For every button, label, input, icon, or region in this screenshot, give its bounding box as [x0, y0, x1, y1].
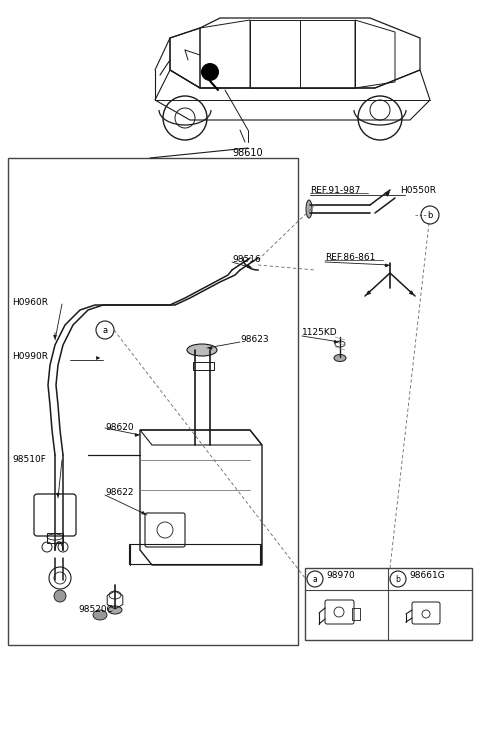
Bar	[305, 568, 472, 640]
Text: a: a	[312, 574, 317, 584]
Text: 98510F: 98510F	[12, 455, 46, 464]
Text: a: a	[102, 325, 108, 334]
Text: H0990R: H0990R	[12, 352, 48, 361]
Text: 98520C: 98520C	[78, 605, 113, 614]
Text: 98622: 98622	[105, 488, 133, 497]
Bar	[47, 533, 63, 543]
Text: 98516: 98516	[232, 255, 261, 264]
Circle shape	[201, 63, 219, 81]
Text: 98661G: 98661G	[409, 571, 445, 580]
Text: REF.86-861: REF.86-861	[325, 253, 375, 262]
Text: H0550R: H0550R	[400, 186, 436, 195]
Text: b: b	[396, 574, 400, 584]
Ellipse shape	[306, 200, 312, 218]
Bar	[193, 362, 214, 370]
Ellipse shape	[108, 606, 122, 614]
Text: H0960R: H0960R	[12, 298, 48, 307]
Text: 98620: 98620	[105, 423, 133, 432]
Ellipse shape	[93, 610, 107, 620]
Circle shape	[54, 590, 66, 602]
Text: 98610: 98610	[233, 148, 264, 158]
Bar	[352, 608, 360, 620]
Text: 98970: 98970	[326, 571, 355, 580]
Ellipse shape	[334, 354, 346, 362]
Text: 98623: 98623	[240, 335, 269, 344]
Text: b: b	[427, 210, 432, 219]
Ellipse shape	[187, 344, 217, 356]
Bar	[8, 158, 298, 645]
Text: REF.91-987: REF.91-987	[310, 186, 360, 195]
Text: 1125KD: 1125KD	[302, 328, 337, 337]
